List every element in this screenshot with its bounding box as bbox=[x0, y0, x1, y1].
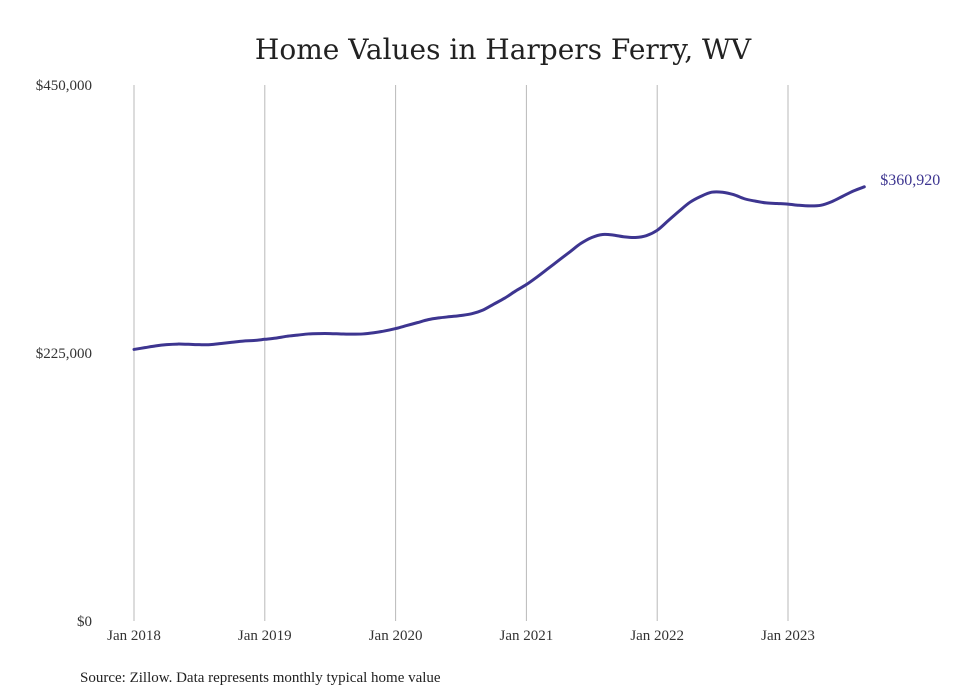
x-tick-label: Jan 2019 bbox=[238, 628, 292, 644]
x-tick-label: Jan 2023 bbox=[761, 628, 815, 644]
gridlines bbox=[133, 85, 789, 621]
x-tick-label: Jan 2018 bbox=[107, 628, 161, 644]
x-tick-label: Jan 2022 bbox=[630, 628, 684, 644]
end-value-label: $360,920 bbox=[880, 172, 940, 189]
x-tick-label: Jan 2020 bbox=[369, 628, 423, 644]
x-axis-ticks: Jan 2018 Jan 2019 Jan 2020 Jan 2021 Jan 2022… bbox=[107, 628, 815, 644]
y-tick-label: $0 bbox=[77, 614, 92, 630]
y-axis-ticks: $450,000 $225,000 $0 bbox=[36, 78, 92, 630]
y-tick-label: $225,000 bbox=[36, 346, 92, 362]
series-line bbox=[132, 185, 866, 351]
y-tick-label: $450,000 bbox=[36, 78, 92, 94]
chart-title: Home Values in Harpers Ferry, WV bbox=[255, 33, 752, 66]
x-tick-label: Jan 2021 bbox=[500, 628, 554, 644]
series-layer: $360,920 bbox=[132, 172, 940, 351]
source-note: Source: Zillow. Data represents monthly … bbox=[80, 670, 441, 686]
